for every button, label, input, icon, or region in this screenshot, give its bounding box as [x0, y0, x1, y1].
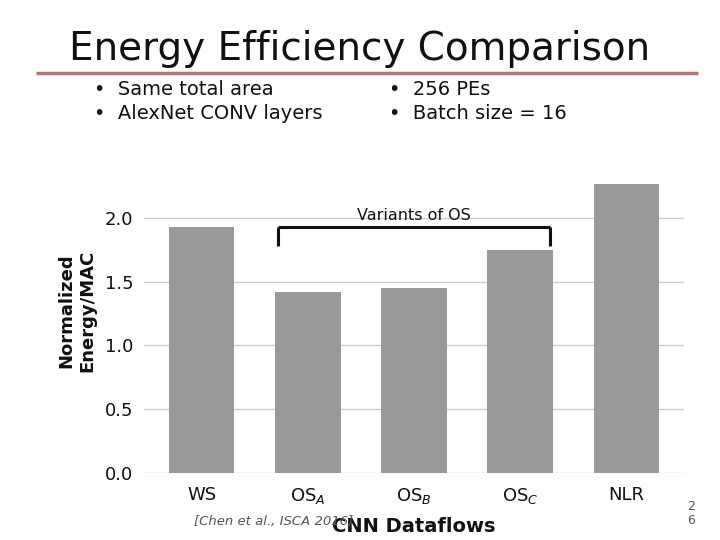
Bar — [487, 250, 553, 472]
Text: •  256 PEs: • 256 PEs — [389, 79, 490, 99]
Bar — [381, 288, 447, 472]
Text: Energy Efficiency Comparison: Energy Efficiency Comparison — [69, 30, 651, 68]
Bar — [593, 184, 660, 472]
Text: Variants of OS: Variants of OS — [357, 208, 471, 224]
Text: [Chen et al., ISCA 2016]: [Chen et al., ISCA 2016] — [194, 515, 354, 528]
Bar — [168, 227, 235, 472]
Text: •  Batch size = 16: • Batch size = 16 — [389, 104, 567, 123]
Bar — [275, 292, 341, 472]
Text: •  Same total area: • Same total area — [94, 79, 273, 99]
Y-axis label: Normalized
Energy/MAC: Normalized Energy/MAC — [58, 249, 96, 372]
X-axis label: CNN Dataflows: CNN Dataflows — [332, 517, 496, 536]
Text: 2
6: 2 6 — [687, 501, 695, 526]
Text: •  AlexNet CONV layers: • AlexNet CONV layers — [94, 104, 322, 123]
